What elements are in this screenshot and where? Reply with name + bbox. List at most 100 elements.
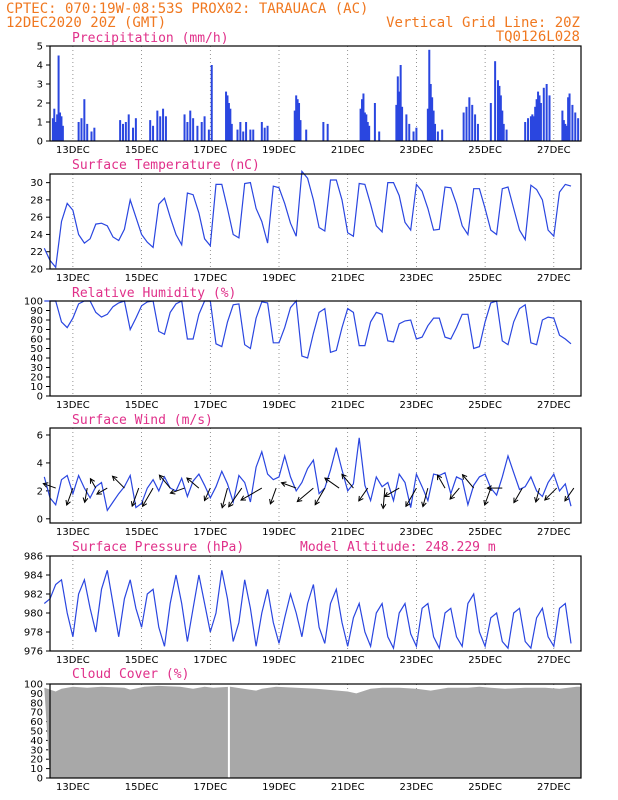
wind-arrow — [142, 487, 154, 507]
precip-bar — [196, 125, 199, 141]
x-tick-label: 17DEC — [193, 145, 227, 156]
precip-bar — [476, 123, 479, 141]
wind-arrow-head — [341, 473, 347, 480]
y-tick-label: 20 — [30, 755, 43, 766]
wind-arrow-head — [96, 489, 102, 495]
y-tick-label: 5 — [37, 42, 43, 53]
wind-arrow — [422, 487, 429, 507]
precip-bar — [565, 125, 568, 141]
y-tick-label: 100 — [24, 680, 43, 691]
x-tick-label: 17DEC — [193, 655, 227, 666]
wind-arrow-head — [280, 481, 287, 487]
cloud-title: Cloud Cover (%) — [72, 667, 189, 682]
precip-bar — [539, 103, 542, 141]
precip-bar — [545, 84, 548, 141]
precip-bar — [436, 131, 439, 141]
x-tick-label: 21DEC — [331, 782, 365, 793]
wind-arrow — [159, 474, 171, 489]
y-tick-label: 0 — [37, 392, 43, 403]
wind-arrow-head — [240, 495, 247, 501]
panel-frame — [49, 300, 582, 397]
precip-bar — [200, 122, 203, 141]
precip-bar — [529, 116, 532, 141]
precip-bar — [322, 122, 325, 141]
x-tick-label: 13DEC — [56, 655, 90, 666]
precip-bar — [502, 123, 505, 141]
precip-bar — [54, 122, 57, 141]
precip-bar — [505, 129, 508, 141]
precip-bar — [186, 122, 189, 141]
wind-arrow — [240, 487, 263, 501]
wind-arrow — [281, 482, 297, 489]
precip-bar — [305, 129, 308, 141]
y-tick-label: 26 — [30, 213, 43, 224]
x-tick-label: 27DEC — [537, 273, 571, 284]
y-tick-label: 40 — [30, 354, 43, 365]
precip-bar — [412, 131, 415, 141]
y-tick-label: 60 — [30, 335, 43, 346]
wind-arrow-head — [421, 501, 427, 508]
precip-bar — [90, 131, 93, 141]
y-tick-label: 4 — [37, 61, 43, 72]
wind-arrow-head — [513, 497, 519, 504]
x-tick-label: 17DEC — [193, 273, 227, 284]
y-tick-label: 50 — [30, 727, 43, 738]
wind-arrow-head — [130, 501, 137, 508]
precip-bar — [239, 122, 242, 141]
y-tick-label: 20 — [30, 265, 43, 276]
precip-bar — [236, 129, 239, 141]
wind-arrow — [564, 487, 575, 502]
precip-bar — [534, 106, 537, 141]
wind-arrow-head — [324, 477, 330, 483]
wind-arrow — [405, 487, 417, 507]
series-line — [43, 437, 572, 512]
humidity-title: Relative Humidity (%) — [72, 286, 236, 301]
wind-arrow — [170, 487, 185, 494]
y-tick-label: 10 — [30, 382, 43, 393]
precip-bar — [326, 123, 329, 141]
wind-arrow-head — [380, 503, 387, 510]
wind-arrow-head — [111, 475, 118, 482]
x-tick-label: 17DEC — [193, 400, 227, 411]
x-tick-label: 27DEC — [537, 782, 571, 793]
precip-bar — [474, 114, 477, 141]
series-line — [43, 570, 572, 651]
cloud-gap — [227, 686, 230, 778]
series-line — [44, 299, 572, 359]
precip-bar — [471, 104, 474, 141]
y-tick-label: 70 — [30, 325, 43, 336]
precip-bar — [395, 104, 398, 141]
wind-arrow-head — [82, 497, 89, 504]
precip-bar — [531, 114, 534, 141]
y-tick-label: 2 — [37, 486, 43, 497]
precip-bar — [162, 108, 165, 141]
y-tick-label: 22 — [30, 247, 43, 258]
x-tick-label: 25DEC — [468, 782, 502, 793]
wind-arrow-head — [42, 482, 49, 488]
y-tick-label: 0 — [37, 774, 43, 785]
wind-arrow-head — [436, 474, 443, 481]
wind-arrow — [341, 473, 354, 489]
precip-bar — [93, 127, 96, 141]
x-tick-label: 23DEC — [400, 145, 434, 156]
precip-bar — [396, 76, 399, 141]
header-model-id: TQ0126L028 — [496, 29, 580, 45]
precip-bar — [226, 95, 229, 141]
wind-arrow — [96, 487, 108, 495]
precip-bar — [53, 108, 56, 141]
series-line — [43, 169, 572, 269]
x-tick-label: 19DEC — [262, 782, 296, 793]
wind-arrow — [314, 487, 326, 505]
panel-frame — [49, 427, 582, 524]
wind-arrow — [384, 487, 400, 497]
precip-bar — [132, 127, 135, 141]
pressure-title: Surface Pressure (hPa) — [72, 540, 244, 555]
y-tick-label: 980 — [24, 609, 43, 620]
wind-arrow — [462, 474, 475, 489]
y-tick-label: 3 — [37, 80, 43, 91]
y-tick-label: 40 — [30, 736, 43, 747]
x-tick-label: 21DEC — [331, 527, 365, 538]
wind-arrow-head — [358, 495, 364, 502]
panel-frame — [49, 555, 582, 652]
x-tick-label: 17DEC — [193, 527, 227, 538]
